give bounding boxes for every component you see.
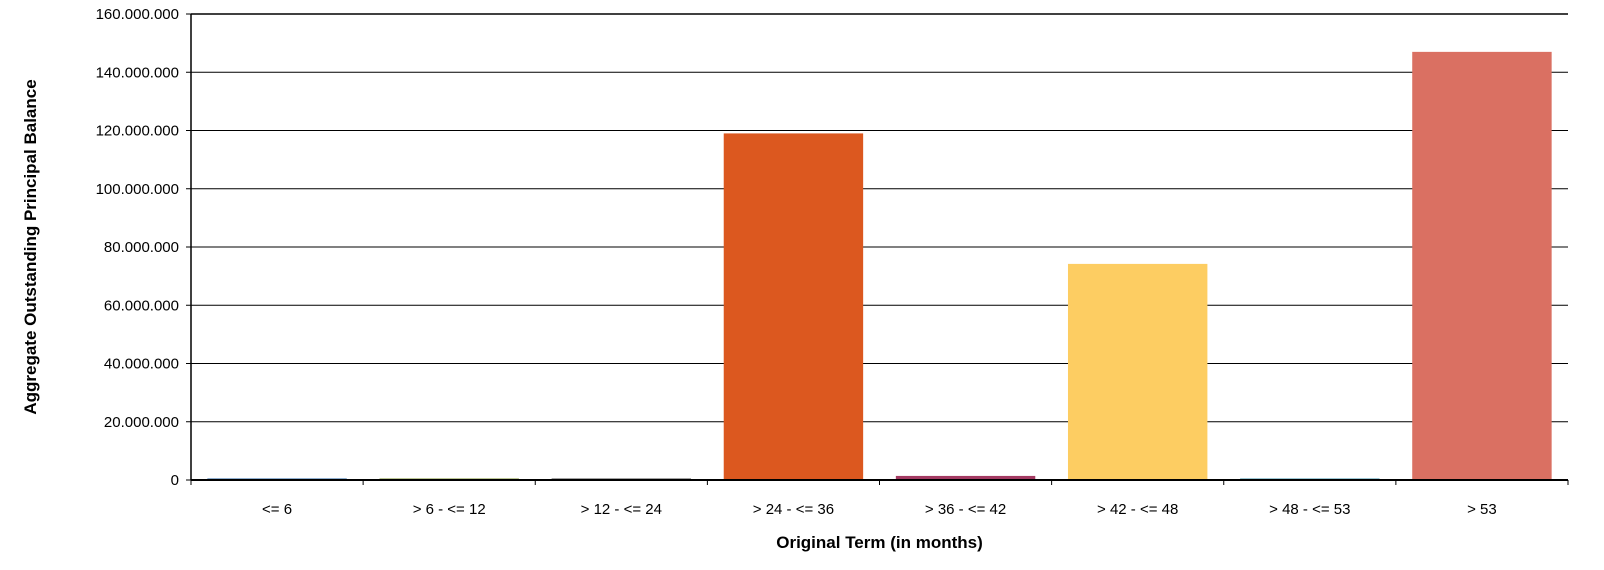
bar (723, 133, 864, 480)
x-tick-label: > 6 - <= 12 (413, 501, 486, 518)
bars (207, 51, 1552, 481)
bar (1412, 51, 1552, 481)
bar (895, 475, 1036, 480)
y-tick-label: 60.000.000 (104, 297, 179, 314)
y-tick-label: 140.000.000 (96, 64, 179, 81)
x-tick-label: > 12 - <= 24 (581, 501, 662, 518)
x-tick-label: > 36 - <= 42 (925, 501, 1006, 518)
x-tick-label: > 24 - <= 36 (753, 501, 834, 518)
x-tick-label: > 42 - <= 48 (1097, 501, 1178, 518)
y-tick-label: 160.000.000 (96, 6, 179, 23)
y-tick-labels: 0 20.000.000 40.000.000 60.000.000 80.000.00… (96, 6, 179, 489)
y-tick-label: 0 (171, 472, 179, 489)
bar (1067, 263, 1208, 480)
y-axis-title: Aggregate Outstanding Principal Balance (21, 79, 40, 414)
grid-lines (191, 13, 1568, 423)
x-tick-label: <= 6 (262, 501, 292, 518)
y-tick-label: 40.000.000 (104, 356, 179, 373)
y-tick-label: 100.000.000 (96, 181, 179, 198)
x-tick-labels: <= 6 > 6 - <= 12 > 12 - <= 24 > 24 - <= 36 >… (262, 501, 1497, 518)
y-tick-label: 20.000.000 (104, 414, 179, 431)
x-tick-label: > 48 - <= 53 (1269, 501, 1350, 518)
y-tick-label: 120.000.000 (96, 123, 179, 140)
axes (186, 13, 1569, 485)
y-tick-label: 80.000.000 (104, 239, 179, 256)
x-axis-title: Original Term (in months) (776, 533, 983, 552)
x-tick-label: > 53 (1467, 501, 1497, 518)
